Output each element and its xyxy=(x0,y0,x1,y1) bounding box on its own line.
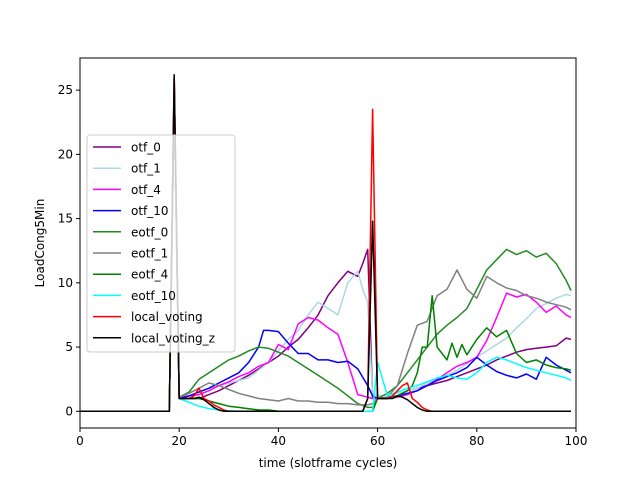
axes-frame xyxy=(79,57,577,429)
y-tick-label: 25 xyxy=(58,83,73,97)
legend-label: local_voting xyxy=(131,310,203,324)
y-tick-label: 5 xyxy=(65,340,73,354)
x-tick-label: 20 xyxy=(172,434,187,448)
y-axis-ticks: 0 5 10 15 20 25 xyxy=(58,83,80,418)
x-axis-ticks: 0 20 40 60 80 100 xyxy=(76,428,587,448)
legend-label: eotf_0 xyxy=(131,225,168,239)
legend-label: eotf_1 xyxy=(131,247,168,261)
series-line-eotf-4 xyxy=(80,89,572,413)
x-tick-label: 80 xyxy=(469,434,484,448)
series-line-otf-10 xyxy=(80,102,572,413)
y-tick-label: 20 xyxy=(58,147,73,161)
legend-label: otf_0 xyxy=(131,141,161,155)
legend-label: otf_10 xyxy=(131,204,169,218)
x-axis-label: time (slotframe cycles) xyxy=(259,456,398,470)
y-axis-label: LoadCong5Min xyxy=(33,199,47,288)
x-tick-label: 60 xyxy=(370,434,385,448)
series-line-eotf-0 xyxy=(80,89,572,413)
legend-box xyxy=(86,134,236,353)
x-tick-label: 100 xyxy=(565,434,588,448)
legend: otf_0 otf_1 otf_4 otf_10 eotf_0 eotf_1 eotf_4e… xyxy=(86,134,236,353)
x-tick-label: 40 xyxy=(271,434,286,448)
y-tick-label: 0 xyxy=(65,404,73,418)
legend-label: otf_4 xyxy=(131,183,161,197)
legend-label: eotf_4 xyxy=(131,268,168,282)
plot-lines xyxy=(80,73,572,413)
legend-label: local_voting_z xyxy=(131,331,215,345)
y-tick-label: 15 xyxy=(58,212,73,226)
legend-label: otf_1 xyxy=(131,162,161,176)
series-line-eotf-1 xyxy=(80,89,572,413)
legend-label: eotf_10 xyxy=(131,289,176,303)
y-tick-label: 10 xyxy=(58,276,73,290)
x-tick-label: 0 xyxy=(76,434,84,448)
series-line-local-voting-z xyxy=(80,73,571,413)
